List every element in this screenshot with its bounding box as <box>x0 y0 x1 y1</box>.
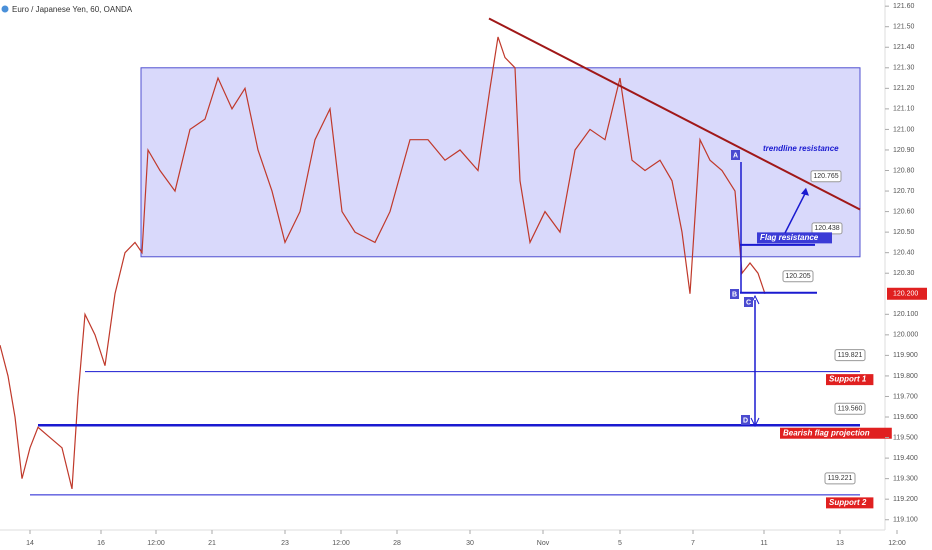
y-tick-label: 121.40 <box>893 44 915 51</box>
y-tick-label: 119.700 <box>893 393 918 400</box>
arrow-head <box>750 417 760 428</box>
point-label: A <box>733 152 738 159</box>
x-tick-label: 14 <box>26 540 34 547</box>
level-tag-text: Bearish flag projection <box>783 428 870 437</box>
y-tick-label: 119.600 <box>893 414 918 421</box>
level-tag-text: Flag resistance <box>760 233 819 242</box>
x-tick-label: 5 <box>618 540 622 547</box>
y-tick-label: 119.100 <box>893 517 918 524</box>
x-tick-label: 30 <box>466 540 474 547</box>
x-tick-label: 23 <box>281 540 289 547</box>
value-callout <box>834 349 866 362</box>
value-callout-text: 119.821 <box>838 352 863 359</box>
x-tick-label: Nov <box>537 540 550 547</box>
x-tick-label: 12:00 <box>147 540 165 547</box>
y-tick-label: 120.90 <box>893 147 915 154</box>
point-label: D <box>743 417 748 424</box>
y-tick-label: 120.80 <box>893 167 915 174</box>
y-tick-label: 120.60 <box>893 208 915 215</box>
value-callout <box>824 472 856 485</box>
y-tick-label: 121.30 <box>893 65 915 72</box>
x-tick-label: 28 <box>393 540 401 547</box>
y-tick-label: 121.20 <box>893 85 915 92</box>
point-label: C <box>746 299 751 306</box>
x-tick-label: 21 <box>208 540 216 547</box>
value-callout <box>810 170 842 183</box>
level-tag <box>757 232 832 244</box>
y-tick-label: 121.60 <box>893 3 915 10</box>
y-tick-label: 120.40 <box>893 250 915 257</box>
level-tag <box>826 374 874 386</box>
level-tag <box>826 497 874 509</box>
price-line <box>0 36 766 490</box>
trendline <box>488 17 861 211</box>
y-tick-label: 119.500 <box>893 434 918 441</box>
value-callout-text: 120.205 <box>785 273 810 280</box>
x-tick-label: 12:00 <box>332 540 350 547</box>
value-callout <box>834 402 866 415</box>
target-arrow <box>784 191 807 234</box>
y-tick-label: 119.900 <box>893 352 918 359</box>
symbol-logo <box>1 5 9 13</box>
x-tick-label: 16 <box>97 540 105 547</box>
value-callout-text: 119.221 <box>828 475 853 482</box>
y-tick-label: 121.50 <box>893 24 915 31</box>
point-marker <box>741 415 750 425</box>
y-tick-label: 120.50 <box>893 229 915 236</box>
x-tick-label: 11 <box>760 540 767 547</box>
y-tick-label: 120.70 <box>893 188 915 195</box>
range-box <box>140 67 861 258</box>
point-label: B <box>732 291 737 298</box>
x-tick-label: 12:00 <box>888 540 906 547</box>
value-callout-text: 120.438 <box>814 225 839 232</box>
arrow-head <box>801 187 809 196</box>
y-tick-label: 119.200 <box>893 496 918 503</box>
value-callout-text: 120.765 <box>813 173 838 180</box>
y-tick-label: 119.300 <box>893 475 918 482</box>
y-tick-label: 120.000 <box>893 332 918 339</box>
value-callout-text: 119.560 <box>838 406 863 413</box>
point-marker <box>730 289 739 299</box>
trendline-label: trendline resistance <box>763 144 839 153</box>
level-tag <box>780 427 892 439</box>
y-tick-label: 121.00 <box>893 126 915 133</box>
point-marker <box>731 150 740 160</box>
y-tick-label: 119.800 <box>893 373 918 380</box>
current-price-tag <box>887 287 927 300</box>
value-callout <box>782 270 814 283</box>
y-tick-label: 120.100 <box>893 311 918 318</box>
point-marker <box>744 297 753 307</box>
y-tick-label: 121.10 <box>893 106 915 113</box>
x-tick-label: 13 <box>836 540 844 547</box>
current-price-text: 120.200 <box>893 291 918 298</box>
level-tag-text: Support 2 <box>829 498 867 507</box>
chart-title: Euro / Japanese Yen, 60, OANDA <box>12 5 133 14</box>
x-tick-label: 7 <box>691 540 695 547</box>
y-tick-label: 120.30 <box>893 270 915 277</box>
level-tag-text: Support 1 <box>829 375 867 384</box>
y-tick-label: 119.400 <box>893 455 918 462</box>
